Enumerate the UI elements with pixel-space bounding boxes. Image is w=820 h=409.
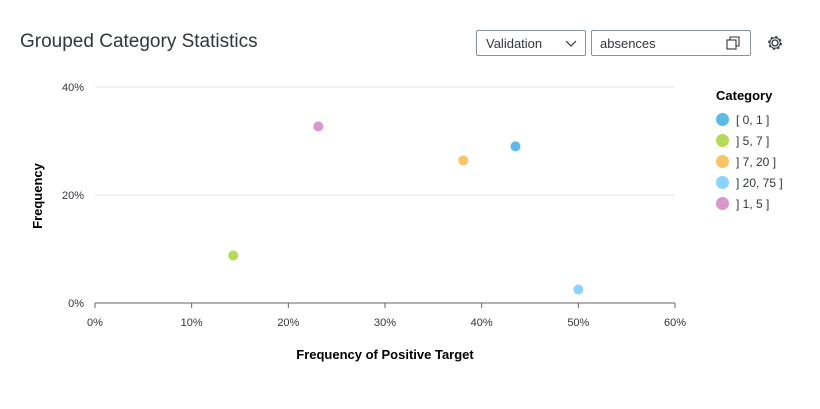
dataset-select-value: Validation [486, 35, 543, 51]
x-tick-label: 60% [664, 317, 686, 329]
gear-icon[interactable] [766, 34, 784, 52]
data-points [228, 121, 584, 295]
y-axis-label: Frequency [30, 162, 45, 229]
chart-legend: Category [ 0, 1 ] ] 5, 7 ] ] 7, 20 ] ] 20, … [716, 88, 783, 214]
legend-label: ] 1, 5 ] [736, 196, 770, 211]
legend-item[interactable]: [ 0, 1 ] [716, 109, 783, 130]
tick-labels: 0% 20% 40% 0% 10% 20% 30% 40% 50% 60% [62, 82, 686, 329]
legend-label: [ 0, 1 ] [736, 112, 770, 127]
x-tick-label: 40% [471, 317, 493, 329]
x-axis-label: Frequency of Positive Target [296, 347, 474, 362]
x-tick-label: 50% [567, 317, 589, 329]
x-tick-label: 30% [374, 317, 396, 329]
data-point[interactable] [313, 121, 324, 132]
data-point[interactable] [510, 141, 521, 152]
y-tick-label: 0% [68, 298, 84, 310]
dataset-select[interactable]: Validation [476, 30, 586, 56]
legend-label: ] 20, 75 ] [736, 175, 783, 190]
x-tick-label: 10% [181, 317, 203, 329]
data-point[interactable] [573, 284, 584, 295]
data-point[interactable] [458, 155, 469, 166]
variable-input[interactable]: absences [591, 30, 751, 56]
variable-input-value: absences [600, 35, 656, 51]
legend-marker [716, 176, 729, 189]
legend-title: Category [716, 88, 773, 103]
page-title: Grouped Category Statistics [20, 31, 258, 52]
y-tick-label: 40% [62, 82, 84, 94]
x-tick-label: 0% [87, 317, 103, 329]
legend-label: ] 7, 20 ] [736, 154, 777, 169]
chevron-down-icon[interactable] [565, 38, 577, 48]
grid-lines [95, 86, 675, 196]
x-tick-label: 20% [277, 317, 299, 329]
legend-item[interactable]: ] 7, 20 ] [716, 151, 783, 172]
legend-marker [716, 197, 729, 210]
legend-item[interactable]: ] 1, 5 ] [716, 193, 783, 214]
value-help-icon[interactable] [726, 36, 740, 50]
legend-marker [716, 134, 729, 147]
data-point[interactable] [228, 250, 239, 261]
axes [94, 302, 676, 308]
legend-label: ] 5, 7 ] [736, 133, 770, 148]
legend-marker [716, 155, 729, 168]
scatter-chart: 0% 20% 40% 0% 10% 20% 30% 40% 50% 60% Frequency o… [30, 82, 686, 362]
legend-marker [716, 113, 729, 126]
legend-item[interactable]: ] 5, 7 ] [716, 130, 783, 151]
y-tick-label: 20% [62, 190, 84, 202]
legend-item[interactable]: ] 20, 75 ] [716, 172, 783, 193]
